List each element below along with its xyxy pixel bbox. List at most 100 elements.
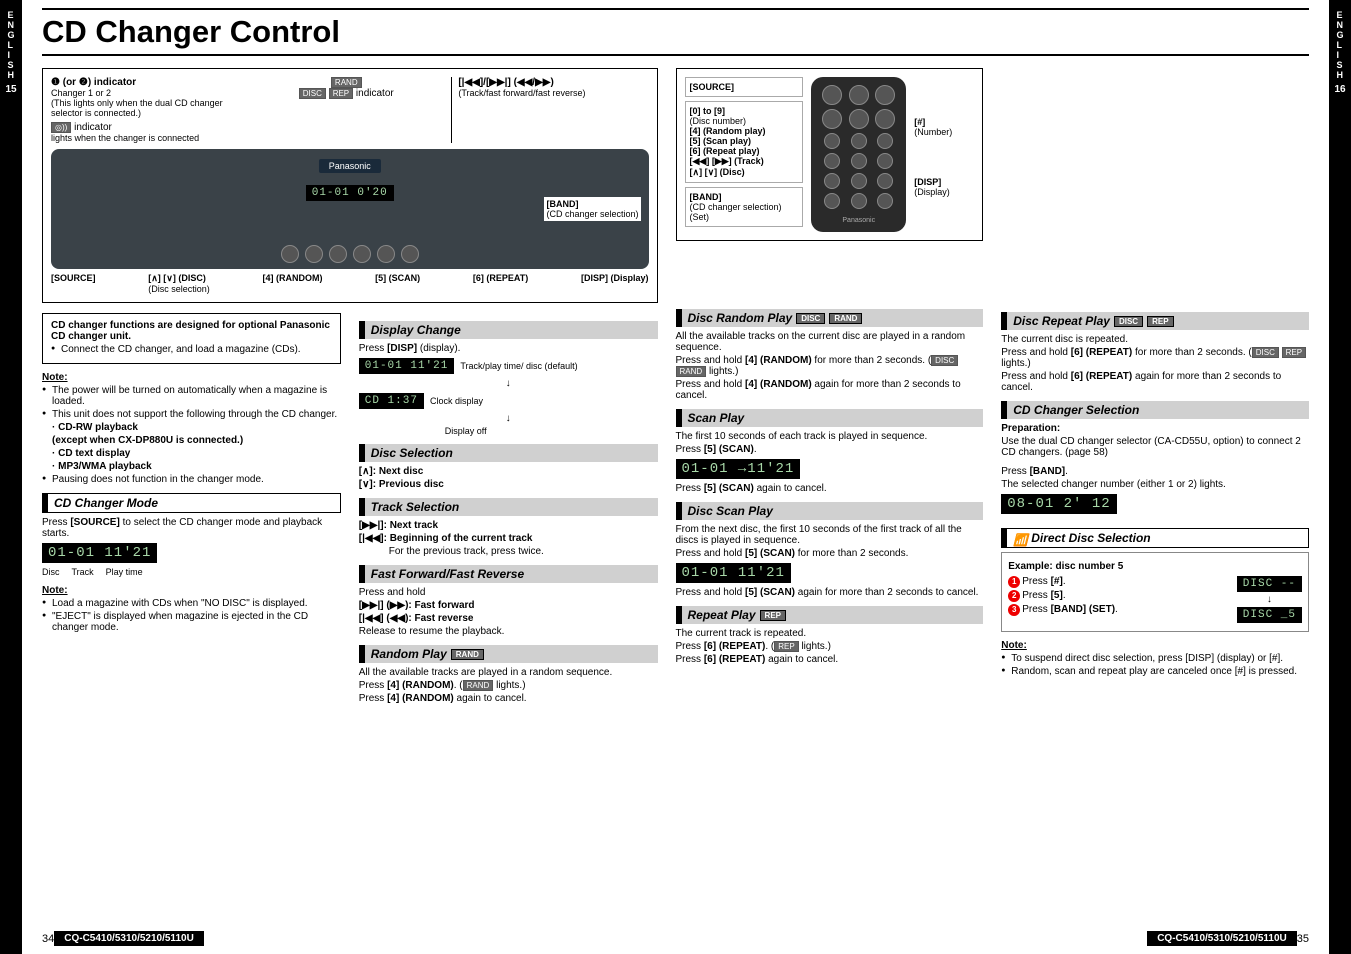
- fast-forward-hdr: Fast Forward/Fast Reverse: [359, 565, 658, 583]
- random-p1: All the available tracks are played in a…: [359, 667, 658, 678]
- ff-l2: [|◀◀] (◀◀): Fast reverse: [359, 613, 658, 624]
- note1-b3: Pausing does not function in the changer…: [42, 474, 341, 485]
- direct-disc-hdr: 📶Direct Disc Selection: [1001, 528, 1309, 548]
- note1-s4: · MP3/WMA playback: [42, 461, 341, 472]
- remote-b4: [4] (Random play): [690, 126, 766, 136]
- repeat-p3: Press [6] (REPEAT) again to cancel.: [676, 654, 984, 665]
- changer-selection-hdr: CD Changer Selection: [1001, 401, 1309, 419]
- head-unit-diagram: ❶ (or ❷) indicator Changer 1 or 2 (This …: [42, 68, 658, 303]
- btn5-label: [5] (SCAN): [375, 273, 420, 294]
- direct-lcd1: DISC --: [1237, 576, 1302, 592]
- track-selection-hdr: Track Selection: [359, 498, 658, 516]
- scan-p3: Press [5] (SCAN) again to cancel.: [676, 483, 984, 494]
- indicator-1-label: ❶ (or ❷) indicator: [51, 77, 136, 88]
- remote-source-lbl: [SOURCE]: [690, 82, 735, 92]
- page-num-right: 35: [1297, 933, 1309, 945]
- disc-repeat-p1: The current disc is repeated.: [1001, 334, 1309, 345]
- brand-label: Panasonic: [319, 159, 381, 173]
- remote-btn: [824, 173, 840, 189]
- disc-btn-sub: (Disc selection): [148, 284, 210, 294]
- rand-indicator-label: indicator: [356, 88, 394, 99]
- display-change-hdr: Display Change: [359, 321, 658, 339]
- track-sel-l2: [|◀◀]: Beginning of the current track: [359, 533, 658, 544]
- note3-b1: To suspend direct disc selection, press …: [1001, 653, 1309, 664]
- page-title: CD Changer Control: [42, 8, 1309, 56]
- english-vertical: ENGLISH: [7, 10, 14, 80]
- display-change-p1: Press [DISP] (display).: [359, 343, 658, 354]
- remote-btn: [877, 193, 893, 209]
- unit-button: [377, 245, 395, 263]
- model-label-right: CQ-C5410/5310/5210/5110U: [1147, 931, 1297, 946]
- lbl-track: Track: [72, 567, 94, 577]
- note1-s2: (except when CX-DP880U is connected.): [42, 435, 341, 446]
- note3-b2: Random, scan and repeat play are cancele…: [1001, 666, 1309, 677]
- remote-disc: [∧] [∨] (Disc): [690, 167, 745, 177]
- direct-s1: 1Press [#].: [1008, 576, 1229, 588]
- disp-lcd3-lbl: Display off: [445, 426, 487, 436]
- changer-sel-p1: Press [BAND].: [1001, 466, 1309, 477]
- model-label-left: CQ-C5410/5310/5210/5110U: [54, 931, 204, 946]
- lbl-disc: Disc: [42, 567, 60, 577]
- remote-hash-desc: (Number): [914, 127, 952, 137]
- disc-random-hdr: Disc Random PlayDISCRAND: [676, 309, 984, 327]
- band-desc: (CD changer selection): [546, 209, 638, 219]
- remote-btn: [877, 173, 893, 189]
- page-num-left: 34: [42, 933, 54, 945]
- prep-text: Use the dual CD changer selector (CA-CD5…: [1001, 436, 1309, 458]
- note2-b1: Load a magazine with CDs when "NO DISC" …: [42, 598, 341, 609]
- side-tab-left: ENGLISH 15: [0, 0, 22, 954]
- remote-band-desc: (CD changer selection): [690, 202, 799, 212]
- remote-btn: [851, 173, 867, 189]
- remote-btn: [824, 193, 840, 209]
- band-label: [BAND]: [546, 199, 638, 209]
- repeat-p2: Press [6] (REPEAT). (REP lights.): [676, 641, 984, 652]
- direct-lcd2: DISC _5: [1237, 607, 1302, 623]
- remote-b6: [6] (Repeat play): [690, 146, 760, 156]
- remote-num-lbl: [0] to [9]: [690, 106, 726, 116]
- remote-track: [◀◀] [▶▶] (Track): [690, 156, 764, 166]
- note2-b2: "EJECT" is displayed when magazine is ej…: [42, 611, 341, 633]
- remote-btn: [851, 133, 867, 149]
- repeat-play-hdr: Repeat PlayREP: [676, 606, 984, 624]
- side-tab-right: ENGLISH 16: [1329, 0, 1351, 954]
- note3-title: Note:: [1001, 640, 1309, 651]
- unit-button: [401, 245, 419, 263]
- track-buttons-label: [|◀◀]/[▶▶|] (◀◀/▶▶): [458, 77, 648, 88]
- disc-btn-label: [∧] [∨] (DISC): [148, 273, 206, 283]
- indicator-2-label: indicator: [74, 122, 112, 133]
- changer-sel-p2: The selected changer number (either 1 or…: [1001, 479, 1309, 490]
- disp-lcd2: CD 1:37: [359, 393, 424, 409]
- disc-scan-p3: Press and hold [5] (SCAN) again for more…: [676, 587, 984, 598]
- remote-band-lbl: [BAND]: [690, 192, 722, 202]
- band-callout: [BAND] (CD changer selection): [544, 197, 640, 221]
- indicator-1-desc: Changer 1 or 2: [51, 88, 241, 98]
- note1-title: Note:: [42, 372, 341, 383]
- track-sel-l3: For the previous track, press twice.: [359, 546, 658, 557]
- track-sel-l1: [▶▶|]: Next track: [359, 520, 658, 531]
- disc-sel-l1: [∧]: Next disc: [359, 466, 658, 477]
- remote-btn: [849, 109, 869, 129]
- random-play-hdr: Random PlayRAND: [359, 645, 658, 663]
- remote-btn: [875, 109, 895, 129]
- scan-lcd: 01-01 →11'21: [676, 459, 801, 479]
- rand-badge: RAND: [331, 77, 362, 88]
- changer-mode-lcd: 01-01 11'21: [42, 543, 157, 563]
- btn6-label: [6] (REPEAT): [473, 273, 528, 294]
- remote-btn: [851, 153, 867, 169]
- side-page-right: 16: [1334, 84, 1345, 95]
- arrow-down-icon: ↓: [359, 378, 658, 389]
- direct-disc-box: Example: disc number 5 1Press [#]. 2Pres…: [1001, 552, 1309, 632]
- remote-btn: [851, 193, 867, 209]
- direct-s2: 2Press [5].: [1008, 590, 1229, 602]
- remote-btn: [824, 153, 840, 169]
- changer-mode-hdr: CD Changer Mode: [42, 493, 341, 513]
- note1-b1: The power will be turned on automaticall…: [42, 385, 341, 407]
- unit-button: [305, 245, 323, 263]
- scan-p1: The first 10 seconds of each track is pl…: [676, 431, 984, 442]
- remote-icon: 📶: [1013, 533, 1027, 543]
- remote-disp-desc: (Display): [914, 187, 950, 197]
- changer-mode-p1: Press [SOURCE] to select the CD changer …: [42, 517, 341, 539]
- ff-p1: Press and hold: [359, 587, 658, 598]
- head-unit-visual: Panasonic 01-01 0'20 [BAND] (CD changer …: [51, 149, 649, 269]
- footer: 34 CQ-C5410/5310/5210/5110U CQ-C5410/531…: [42, 931, 1309, 946]
